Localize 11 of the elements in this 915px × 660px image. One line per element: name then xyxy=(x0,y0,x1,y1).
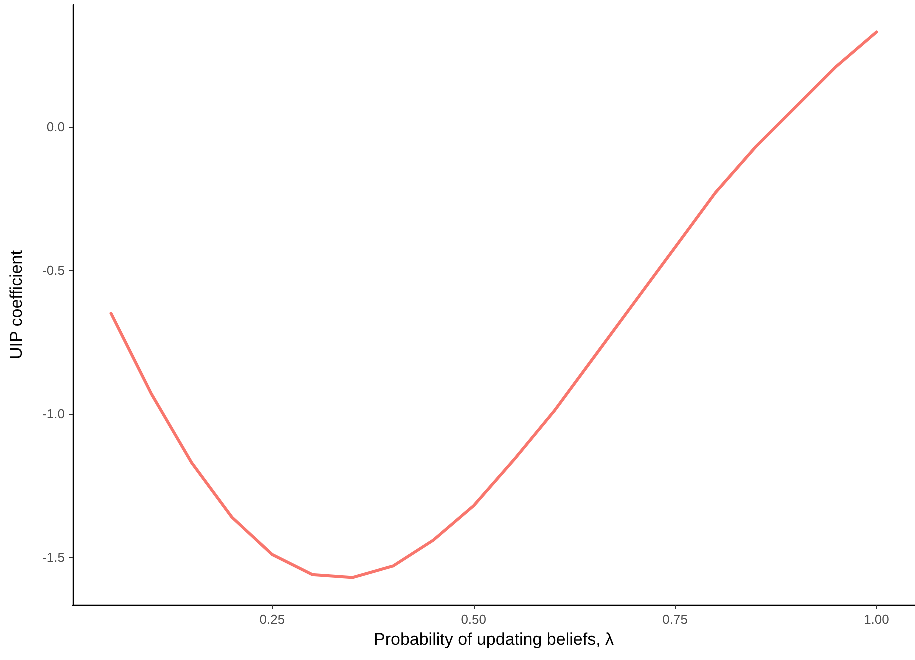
x-axis-title: Probability of updating beliefs, λ xyxy=(374,630,615,649)
x-tick-label: 0.50 xyxy=(461,612,487,627)
x-tick-label: 0.25 xyxy=(260,612,286,627)
x-tick-label: 0.75 xyxy=(662,612,688,627)
y-tick-label: -0.5 xyxy=(42,263,65,278)
x-tick-label: 1.00 xyxy=(864,612,890,627)
y-axis-title: UIP coefficient xyxy=(7,250,26,360)
y-tick-label: -1.0 xyxy=(42,406,65,422)
y-tick-label: 0.0 xyxy=(46,120,65,135)
y-tick-label: -1.5 xyxy=(42,550,65,566)
line-series xyxy=(110,30,878,580)
